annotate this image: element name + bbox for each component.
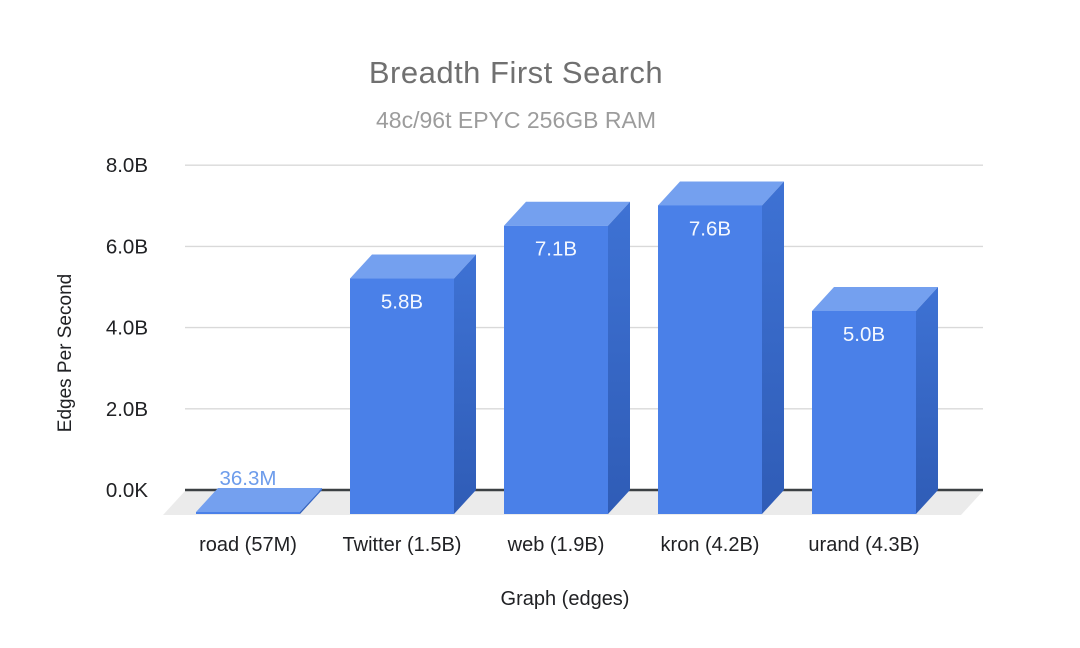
bar-value-label: 36.3M (220, 467, 277, 490)
bar-side-face (454, 254, 476, 514)
bar-value-label: 7.6B (689, 217, 731, 240)
bar-side-face (300, 488, 322, 514)
bar-twitter: 5.8B (350, 254, 476, 514)
bar-front-face (350, 278, 454, 514)
bar-top-face (812, 287, 938, 311)
x-category-label: urand (4.3B) (808, 534, 919, 556)
chart-title: Breadth First Search (368, 55, 664, 90)
bar-front-face (812, 311, 916, 514)
bar-top-face (196, 488, 322, 512)
bar-kron: 7.6B (658, 181, 784, 514)
bar-front-face (658, 205, 762, 514)
bar-top-face (658, 181, 784, 206)
x-axis-title: Graph (edges) (500, 588, 630, 610)
chart-subtitle: 48c/96t EPYC 256GB RAM (376, 107, 656, 133)
bar-front-face (504, 225, 608, 515)
bar-web: 7.1B (504, 201, 630, 515)
bar-road: 36.3M (196, 467, 322, 514)
bar-side-face (762, 181, 784, 514)
bar-value-label: 5.8B (381, 291, 423, 314)
bar-value-label: 5.0B (843, 323, 885, 346)
bar-urand: 5.0B (812, 287, 938, 514)
bar-front-face (196, 512, 300, 514)
bar-side-face (916, 287, 938, 514)
y-tick-label: 8.0B (106, 154, 148, 177)
x-category-label: web (1.9B) (507, 534, 605, 556)
bar-side-face (608, 201, 630, 515)
bar-value-label: 7.1B (535, 238, 577, 261)
y-tick-label: 6.0B (106, 235, 148, 258)
x-category-label: Twitter (1.5B) (343, 534, 462, 556)
y-tick-label: 0.0K (106, 479, 148, 502)
x-category-label: kron (4.2B) (661, 534, 760, 556)
bar-top-face (504, 201, 630, 226)
x-category-label: road (57M) (199, 534, 297, 556)
y-tick-label: 2.0B (106, 398, 148, 421)
bar-top-face (350, 254, 476, 279)
y-tick-label: 4.0B (106, 317, 148, 340)
